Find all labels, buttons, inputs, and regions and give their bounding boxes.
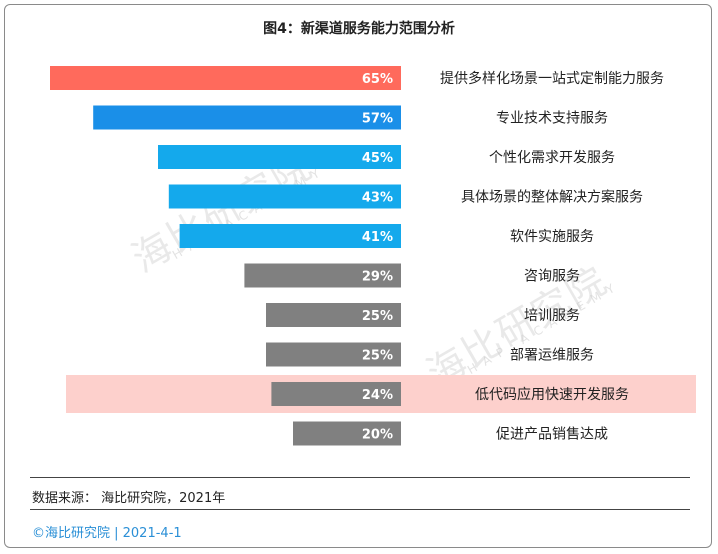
category-label: 促进产品销售达成 [496, 427, 608, 443]
bar [293, 421, 401, 446]
bar [158, 145, 401, 169]
category-label: 具体场景的整体解决方案服务 [461, 189, 643, 206]
bar [93, 105, 401, 130]
footer-copyright: ©海比研究院 | 2021-4-1 [32, 526, 182, 541]
chart-title: 图4：新渠道服务能力范围分析 [263, 21, 455, 37]
bar-value-label: 29% [362, 270, 393, 285]
bar [179, 224, 401, 248]
source-divider-bottom [30, 509, 690, 510]
category-label: 咨询服务 [524, 269, 580, 285]
bar-value-label: 41% [362, 230, 393, 245]
category-label: 个性化需求开发服务 [489, 150, 615, 166]
source-divider-top [30, 477, 690, 478]
bar-value-label: 45% [362, 151, 393, 166]
category-label: 部署运维服务 [510, 348, 594, 364]
bar-value-label: 57% [362, 112, 393, 127]
source-note: 数据来源： 海比研究院，2021年 [32, 491, 226, 506]
bar-value-label: 24% [362, 388, 393, 403]
category-label: 软件实施服务 [510, 229, 594, 245]
bar-chart: 65% 提供多样化场景一站式定制能力服务 57% 专业技术支持服务 45% 个性化需求开发… [50, 66, 696, 446]
bar [266, 303, 401, 327]
bar [244, 263, 401, 288]
category-label: 培训服务 [524, 308, 580, 324]
bar-value-label: 25% [362, 309, 393, 324]
bar-value-label: 20% [362, 428, 393, 443]
bar [168, 184, 401, 209]
bar [266, 342, 401, 367]
bar-value-label: 43% [362, 191, 393, 206]
category-label: 提供多样化场景一站式定制能力服务 [440, 70, 664, 87]
category-label: 低代码应用快速开发服务 [475, 386, 629, 403]
bar [271, 382, 401, 406]
bar [50, 66, 401, 90]
bar-value-label: 65% [362, 72, 393, 87]
bar-value-label: 25% [362, 349, 393, 364]
category-label: 专业技术支持服务 [496, 111, 608, 127]
